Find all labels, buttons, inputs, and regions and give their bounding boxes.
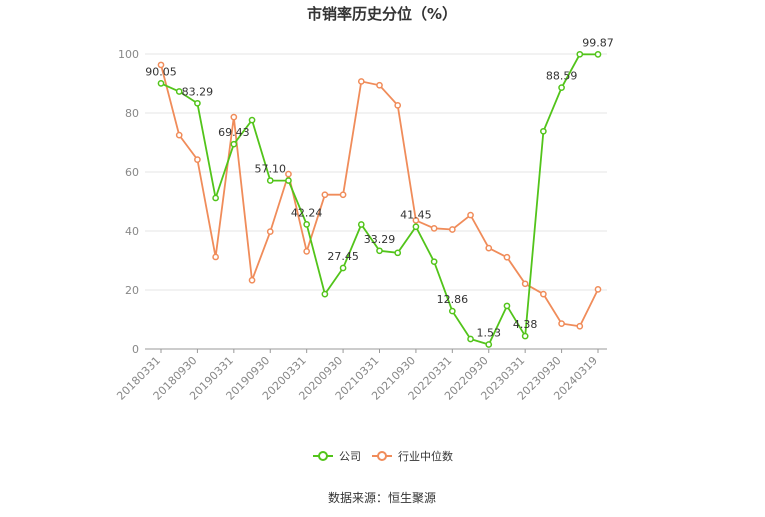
data-label-company: 41.45 — [400, 209, 432, 222]
point-industry[interactable] — [266, 228, 274, 235]
point-industry[interactable] — [194, 156, 201, 163]
data-label-company: 99.87 — [582, 36, 614, 49]
point-company[interactable] — [266, 177, 274, 184]
point-industry[interactable] — [230, 113, 238, 121]
legend: 公司 行业中位数 — [313, 449, 453, 463]
point-industry[interactable] — [412, 217, 420, 224]
point-company[interactable] — [576, 50, 584, 58]
legend-company-marker — [318, 451, 328, 461]
point-industry[interactable] — [357, 78, 365, 85]
point-company[interactable] — [230, 140, 238, 148]
legend-industry-label: 行业中位数 — [398, 449, 453, 463]
y-axis: 0 20 40 60 80 100 — [118, 48, 139, 356]
data-label-company: 4.38 — [513, 318, 538, 331]
y-tick-label: 40 — [125, 225, 139, 238]
point-industry[interactable] — [576, 322, 584, 330]
y-tick-label: 60 — [125, 166, 139, 179]
point-industry[interactable] — [430, 224, 438, 232]
chart-title: 市销率历史分位（%） — [307, 5, 457, 23]
point-industry[interactable] — [521, 280, 529, 288]
data-label-company: 33.29 — [364, 233, 396, 246]
point-industry[interactable] — [540, 290, 547, 298]
x-axis: 2018033120180930201903312019093020200331… — [114, 348, 607, 403]
point-company[interactable] — [175, 88, 183, 95]
point-company[interactable] — [485, 341, 493, 348]
data-label-company: 1.53 — [477, 326, 502, 339]
point-industry[interactable] — [558, 320, 565, 327]
point-company[interactable] — [448, 307, 456, 315]
legend-item-industry[interactable]: 行业中位数 — [372, 449, 453, 463]
point-company[interactable] — [285, 177, 292, 184]
point-industry[interactable] — [448, 226, 456, 233]
point-industry[interactable] — [376, 81, 383, 89]
y-tick-label: 20 — [125, 284, 139, 297]
series-layer — [157, 50, 602, 348]
point-company[interactable] — [412, 223, 420, 231]
point-industry[interactable] — [303, 248, 311, 255]
data-labels: 90.05 83.29 69.43 57.10 42.24 27.45 33.29 41.45… — [145, 36, 614, 339]
point-company[interactable] — [558, 84, 565, 92]
series-line-company — [160, 53, 599, 346]
point-company[interactable] — [467, 335, 474, 343]
y-tick-label: 100 — [118, 48, 139, 61]
point-company[interactable] — [303, 221, 311, 228]
point-company[interactable] — [503, 302, 511, 310]
point-company[interactable] — [194, 99, 201, 107]
point-industry[interactable] — [467, 211, 474, 219]
point-company[interactable] — [248, 116, 256, 124]
point-industry[interactable] — [339, 191, 347, 199]
point-industry[interactable] — [594, 286, 602, 293]
point-industry[interactable] — [285, 170, 292, 178]
point-company[interactable] — [339, 264, 347, 272]
point-company[interactable] — [540, 127, 547, 135]
data-label-company: 90.05 — [145, 65, 177, 78]
data-label-company: 88.59 — [546, 70, 578, 83]
data-label-company: 57.10 — [255, 163, 287, 176]
y-tick-label: 0 — [132, 343, 139, 356]
point-industry[interactable] — [248, 276, 256, 284]
series-line-industry — [160, 64, 599, 328]
data-label-company: 27.45 — [327, 250, 359, 263]
point-company[interactable] — [376, 247, 383, 255]
point-industry[interactable] — [157, 61, 165, 69]
point-company[interactable] — [430, 258, 438, 266]
point-company[interactable] — [394, 249, 402, 257]
data-label-company: 83.29 — [182, 85, 214, 98]
point-company[interactable] — [157, 80, 165, 87]
point-industry[interactable] — [503, 253, 511, 261]
point-company[interactable] — [521, 332, 529, 340]
point-industry[interactable] — [485, 244, 493, 252]
point-industry[interactable] — [212, 253, 219, 261]
legend-company-label: 公司 — [339, 450, 361, 463]
point-industry[interactable] — [175, 131, 183, 139]
source-text: 数据来源：恒生聚源 — [328, 490, 436, 505]
point-company[interactable] — [212, 194, 219, 202]
y-tick-label: 80 — [125, 107, 139, 120]
point-company[interactable] — [594, 51, 602, 58]
data-label-company: 42.24 — [291, 206, 323, 219]
point-industry[interactable] — [394, 101, 402, 109]
point-industry[interactable] — [321, 191, 329, 199]
legend-item-company[interactable]: 公司 — [313, 450, 361, 463]
data-label-company: 12.86 — [437, 293, 469, 306]
legend-industry-marker — [377, 451, 387, 461]
point-company[interactable] — [321, 290, 329, 298]
point-company[interactable] — [357, 221, 365, 228]
data-label-company: 69.43 — [218, 126, 250, 139]
